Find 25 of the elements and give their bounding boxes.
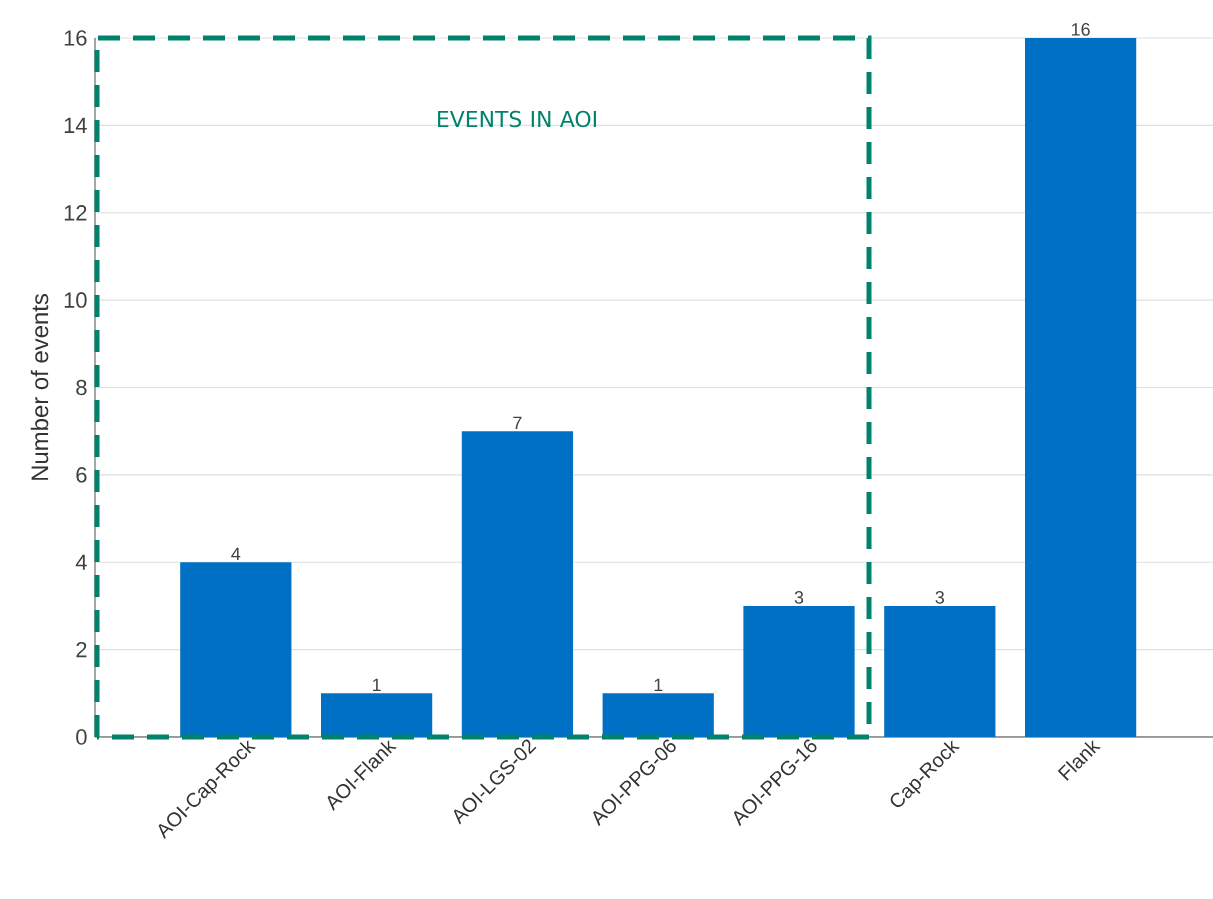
bar bbox=[1024, 37, 1137, 737]
y-tick-label: 12 bbox=[64, 205, 87, 221]
y-tick-label: 16 bbox=[64, 30, 87, 46]
data-label: 7 bbox=[513, 416, 522, 429]
data-label: 16 bbox=[1071, 23, 1090, 36]
y-tick-label: 8 bbox=[76, 379, 87, 396]
y-tick-label: 10 bbox=[64, 292, 87, 308]
annotation: EVENTS IN AOI bbox=[438, 110, 596, 128]
y-tick-label: 4 bbox=[75, 554, 87, 570]
data-label: 1 bbox=[654, 678, 663, 692]
bar bbox=[180, 562, 292, 737]
bar bbox=[602, 693, 714, 737]
y-tick-label: 14 bbox=[64, 117, 87, 133]
y-tick-label: 0 bbox=[76, 729, 87, 745]
bar bbox=[461, 431, 574, 737]
bar bbox=[884, 605, 996, 737]
data-label: 3 bbox=[935, 591, 945, 604]
y-tick-label: 6 bbox=[76, 467, 87, 483]
y-tick-label: 2 bbox=[76, 641, 87, 658]
data-label: 3 bbox=[794, 591, 804, 604]
y-axis-title: Number of events bbox=[30, 294, 49, 480]
bar bbox=[743, 605, 855, 737]
data-label: 4 bbox=[231, 547, 241, 561]
bar bbox=[320, 693, 433, 737]
data-label: 1 bbox=[372, 678, 381, 692]
